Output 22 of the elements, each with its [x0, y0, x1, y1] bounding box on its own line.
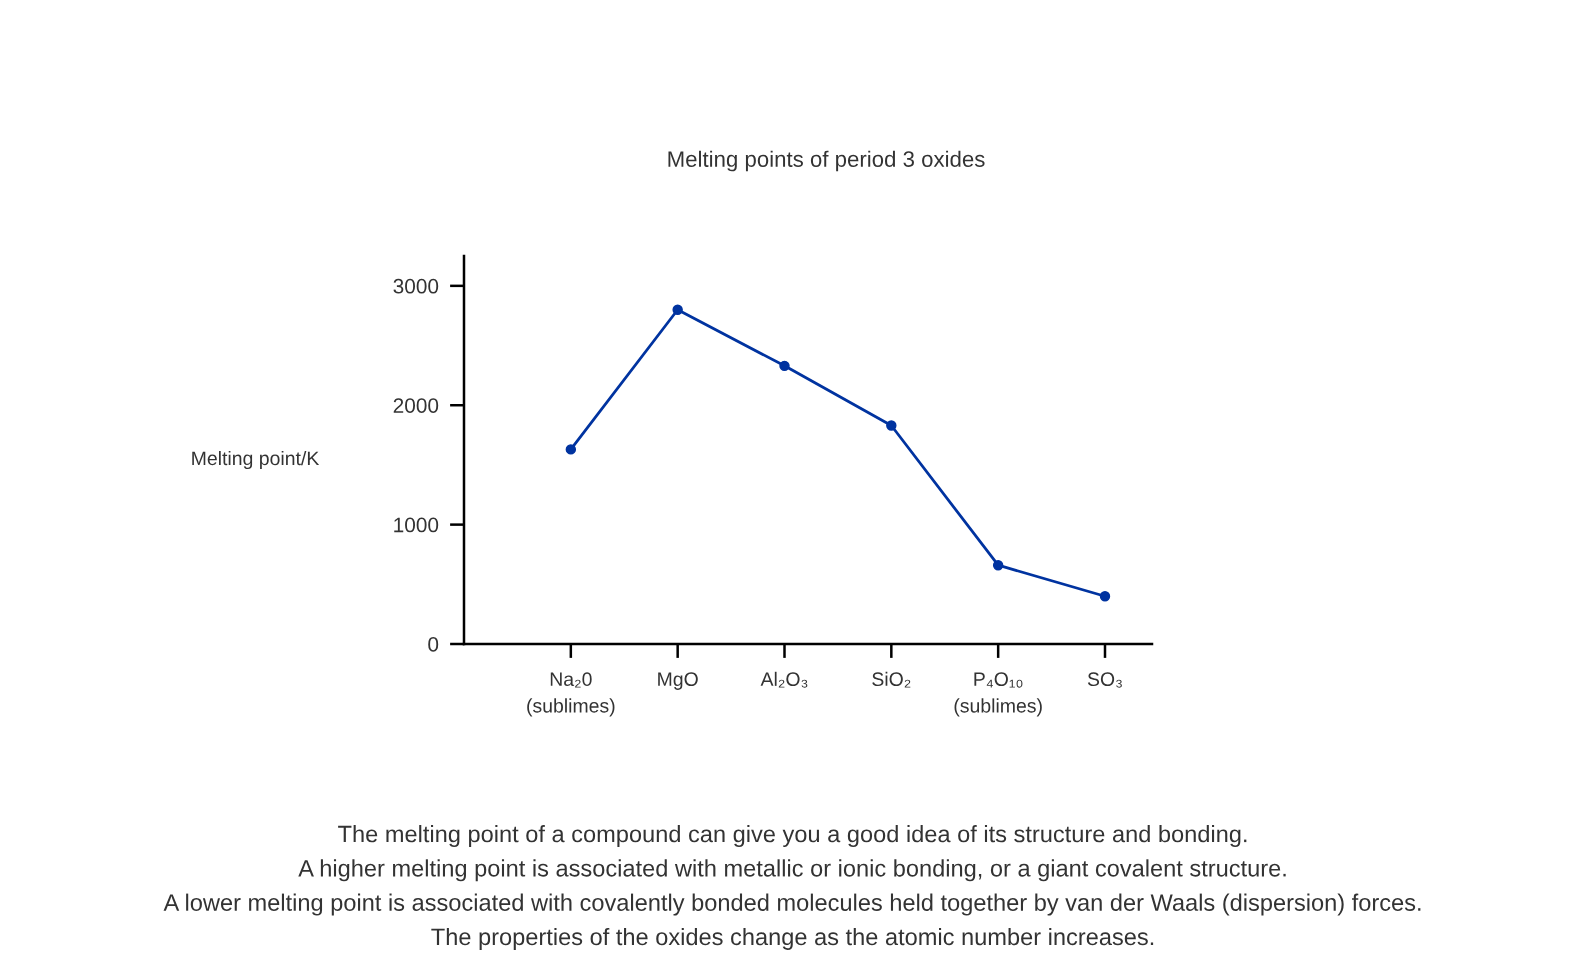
x-tick-label: Al₂O₃ [760, 671, 808, 688]
text: A lower melting point is associated with covalently bonded molecules held together by van der Waals (dispersion) forces. [163, 893, 1421, 916]
x-tick-label: P₄O₁₀ (sublimes) [954, 672, 1042, 717]
text: A higher melting point is associated with metallic or ionic bonding, or a giant covalent structure. [298, 859, 1286, 882]
x-tick-label: SO₃ [1087, 672, 1122, 688]
point [565, 444, 577, 455]
y-tick-label: 0 [428, 637, 439, 652]
point [1099, 591, 1111, 602]
y-axis-title: Melting point/K [192, 450, 320, 470]
text: The properties of the oxides change as the atomic number increases. [431, 927, 1154, 950]
y-tick-label: 1000 [394, 517, 439, 533]
point [779, 360, 790, 372]
chart-title: Melting points of period 3 oxides [668, 150, 985, 172]
point [672, 304, 683, 315]
x-tick-label: SiO₂ [872, 671, 911, 688]
x-tick-label: MgO [658, 672, 698, 690]
text: The melting point of a compound can give you a good idea of its structure and bonding. [338, 824, 1247, 848]
y-tick-label: 2000 [393, 398, 439, 413]
y-tick-label: 3000 [393, 278, 439, 294]
point [886, 420, 897, 431]
point [992, 559, 1004, 571]
x-tick-label: Na₂0 (sublimes) [527, 672, 615, 717]
